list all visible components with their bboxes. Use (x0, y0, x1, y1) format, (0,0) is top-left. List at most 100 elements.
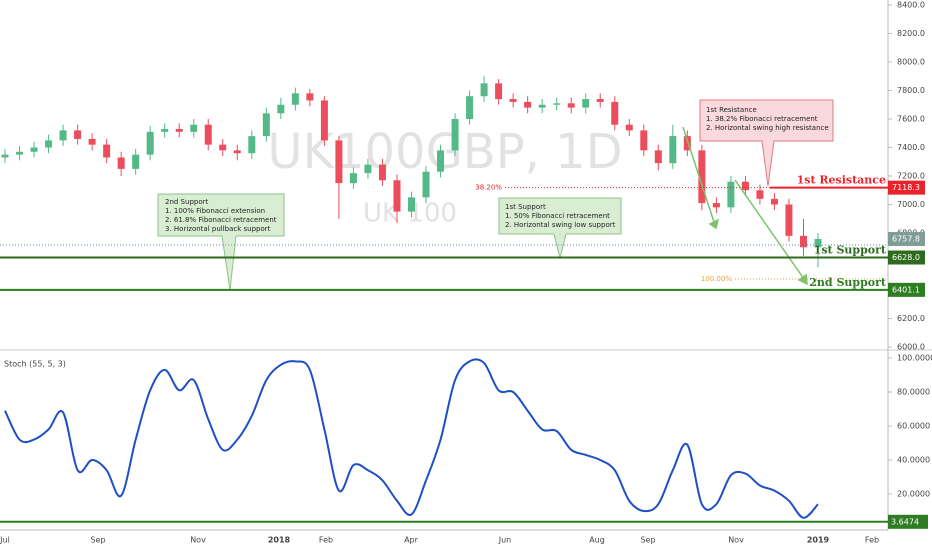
candle-body (103, 144, 111, 158)
y-tick-label: 7400.0 (897, 143, 925, 152)
level-tag (888, 250, 925, 265)
candle-body (553, 103, 561, 105)
candle-body (320, 100, 328, 141)
x-tick-label: 2019 (807, 536, 830, 545)
candle-body (393, 180, 401, 212)
candle-body (59, 130, 67, 141)
candle-body (233, 150, 241, 154)
candle-body (741, 181, 749, 191)
level-value: 7118.3 (892, 183, 920, 192)
level-name: 1st Resistance (797, 174, 886, 187)
candle-body (669, 136, 677, 164)
y-tick-label: 100.0000 (897, 354, 932, 363)
y-tick-label: 60.0000 (897, 422, 930, 431)
candle-body (524, 101, 532, 108)
candle-body (683, 136, 691, 151)
candle-body (378, 164, 386, 181)
candle-body (219, 144, 227, 151)
x-tick-label: Sep (640, 536, 655, 545)
note-title: 2nd Support (165, 198, 208, 206)
x-tick-label: Sep (90, 536, 105, 545)
candle-body (480, 83, 488, 97)
x-tick-label: Jul (0, 536, 10, 545)
candle-body (30, 147, 38, 152)
candle-body (770, 198, 778, 205)
y-tick-label: 7800.0 (897, 86, 925, 95)
candle-body (204, 124, 212, 145)
annotation: 1st Resistance 1. 38.2% Fibonacci retrac… (699, 99, 834, 187)
candle-body (146, 131, 154, 155)
candle-body (451, 119, 459, 151)
note-line: 1. 38.2% Fibonacci retracement (706, 115, 818, 123)
candle-body (88, 138, 96, 145)
y-tick-label: 6200.0 (897, 314, 925, 323)
candle-body (291, 93, 299, 105)
note-line: 2. 61.8% Fibonacci retracement (165, 216, 277, 224)
candle-body (248, 136, 256, 154)
stoch-line (4, 358, 819, 519)
y-tick-label: 8200.0 (897, 29, 925, 38)
candle-body (727, 181, 735, 208)
x-tick-label: Feb (319, 536, 333, 545)
candle-body (466, 96, 474, 119)
candle-body (190, 124, 198, 132)
candle-body (437, 150, 445, 172)
y-tick-label: 8400.0 (897, 1, 925, 10)
fib-label: 38.20% (475, 184, 502, 192)
x-tick-label: Feb (865, 536, 879, 545)
candle-body (335, 140, 343, 184)
candle-body (654, 150, 662, 164)
x-tick-label: Nov (190, 536, 206, 545)
candle-body (364, 164, 372, 174)
level-value: 6401.1 (892, 285, 920, 294)
x-tick-label: Nov (728, 536, 744, 545)
candle-body (349, 173, 357, 184)
candle-body (698, 150, 706, 204)
arrows (682, 126, 808, 286)
note-title: 1st Support (505, 203, 546, 211)
y-tick-label: 80.0000 (897, 388, 930, 397)
candle-body (756, 190, 764, 199)
candle-body (640, 130, 648, 151)
x-tick-label: Jun (498, 536, 512, 545)
y-tick-label: 20.0000 (897, 490, 930, 499)
last-price-tag (888, 232, 925, 247)
candle-body (161, 128, 169, 132)
candle-body (582, 99, 590, 108)
level-tag (888, 180, 925, 195)
candle-body (538, 104, 546, 108)
candle-body (712, 203, 720, 208)
candle-body (799, 235, 807, 248)
y-tick-label: 7200.0 (897, 172, 925, 181)
note-line: 1. 50% Fibonacci retracement (505, 212, 610, 220)
annotation: 2nd Support 1. 100% Fibonacci extension … (157, 193, 285, 291)
candle-body (132, 154, 140, 169)
last-price-label: 6757.8 (892, 235, 920, 244)
x-tick-label: 2018 (268, 536, 291, 545)
candle-body (785, 204, 793, 236)
candle-body (495, 83, 503, 100)
stoch-level-tag (888, 514, 928, 529)
candle-body (611, 101, 619, 125)
note-line: 1. 100% Fibonacci extension (165, 207, 265, 215)
watermark: UK100GBP, 1D (267, 124, 622, 180)
y-tick-label: 7000.0 (897, 200, 925, 209)
candle-body (1, 154, 9, 158)
candle-body (16, 151, 24, 155)
note-line: 2. Horizontal swing low support (505, 221, 616, 229)
candle-body (596, 99, 604, 102)
level-name: 2nd Support (809, 276, 887, 289)
y-tick-label: 7600.0 (897, 115, 925, 124)
y-tick-label: 8000.0 (897, 58, 925, 67)
fib-label: 100.00% (701, 275, 732, 283)
candle-body (814, 239, 822, 248)
x-tick-label: Aug (589, 536, 605, 545)
candle-body (567, 103, 575, 108)
note-line: 3. Horizontal pullback support (165, 225, 271, 233)
candle-body (408, 197, 415, 212)
level-value: 6628.0 (892, 253, 920, 262)
candle-body (45, 140, 53, 148)
candle-body (175, 128, 183, 132)
level-name: 1st Support (814, 244, 887, 257)
